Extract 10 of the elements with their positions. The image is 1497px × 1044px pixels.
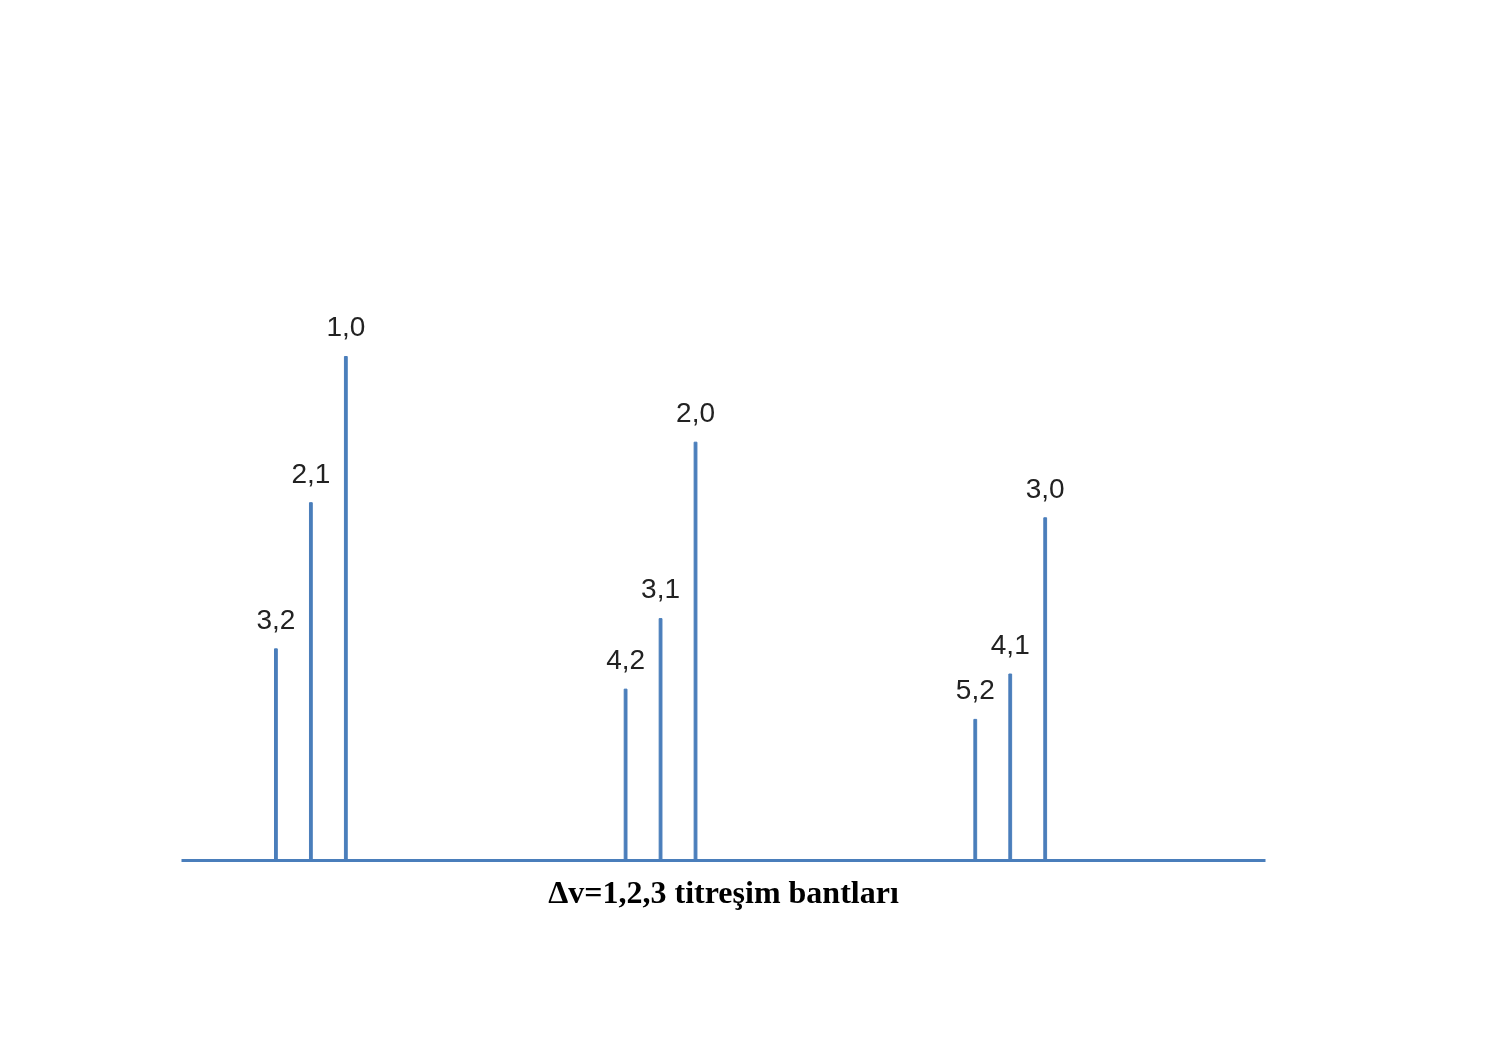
annotation: 4,1 [990,628,1030,660]
text: Δv=1,2,3 titreşim bantları [548,873,899,910]
annotation: 4,2 [606,643,646,675]
annotation: 3,1 [641,573,681,605]
annotation: 2,0 [676,397,715,429]
annotation: 3,0 [1025,472,1065,504]
text: 1,0 [326,311,366,343]
annotation: 2,1 [291,457,331,489]
annotation: 5,2 [955,674,995,706]
annotation: 3,2 [256,603,296,635]
